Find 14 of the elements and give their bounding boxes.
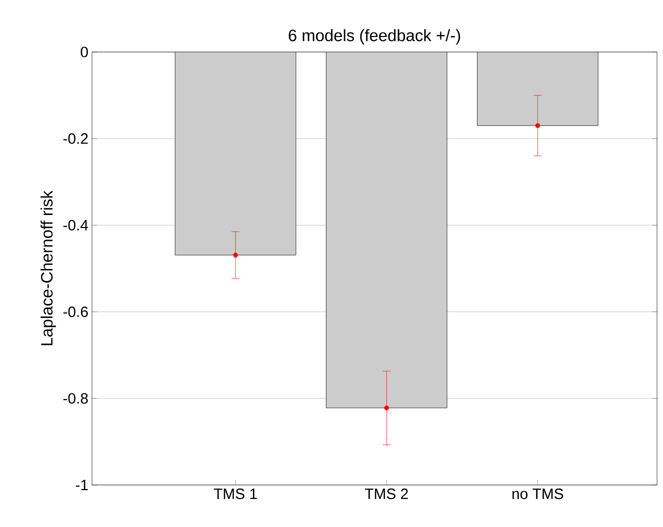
point xyxy=(535,123,540,128)
chart-title: 6 models (feedback +/-) xyxy=(288,29,460,44)
point xyxy=(384,406,389,410)
x-tick-label: TMS 1 xyxy=(214,488,257,500)
y-tick-label: -0.6 xyxy=(63,306,88,318)
x-tick-label: no TMS xyxy=(512,488,564,500)
x-tick-label: TMS 2 xyxy=(364,488,408,500)
y-axis-title: Laplace-Chernoff risk xyxy=(40,190,56,346)
y-tick-label: -0.4 xyxy=(63,220,88,230)
y-tick-label: -1 xyxy=(76,480,88,490)
point xyxy=(233,252,238,258)
y-tick-label: -0.8 xyxy=(63,393,88,404)
y-tick-label: 0 xyxy=(80,46,88,58)
y-tick-label: -0.2 xyxy=(63,133,88,144)
